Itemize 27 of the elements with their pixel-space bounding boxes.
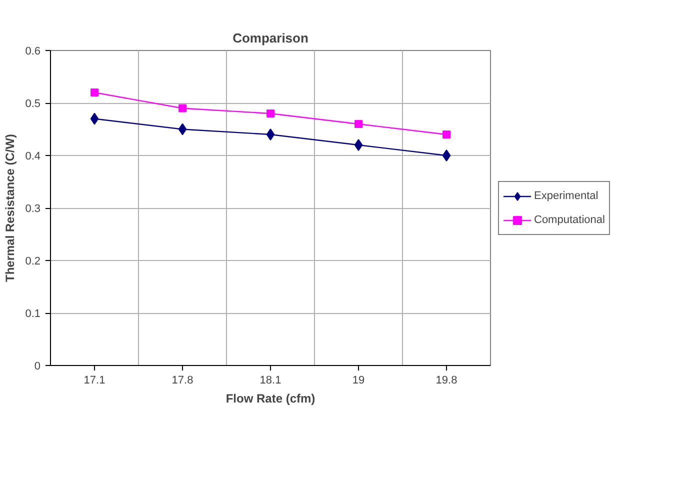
x-axis-title: Flow Rate (cfm) <box>226 392 316 406</box>
point <box>266 110 274 118</box>
point <box>442 130 450 138</box>
point <box>354 120 362 128</box>
y-tick-label: 0.4 <box>25 150 41 162</box>
chart-title: Comparison <box>232 30 308 46</box>
y-tick-label: 0.3 <box>25 203 41 215</box>
x-tick-label: 19 <box>352 374 365 386</box>
y-tick-label: 0.1 <box>25 308 41 320</box>
point <box>178 123 187 136</box>
y-axis-title: Thermal Resistance (C/W) <box>3 134 18 282</box>
point <box>442 150 451 162</box>
point <box>90 112 99 125</box>
point <box>178 104 186 112</box>
legend-label: Computational <box>534 214 605 226</box>
x-tick-label: 17.1 <box>84 374 106 386</box>
x-tick-label: 17.8 <box>172 374 194 386</box>
x-tick-label: 18.1 <box>260 374 282 386</box>
legend-label: Experimental <box>534 190 598 202</box>
point <box>266 128 275 140</box>
y-tick-label: 0 <box>34 360 41 372</box>
y-tick-label: 0.5 <box>25 98 41 110</box>
y-tick-label: 0.6 <box>25 46 41 58</box>
x-tick-label: 19.8 <box>436 374 458 386</box>
y-tick-label: 0.2 <box>25 256 41 268</box>
point <box>90 88 98 96</box>
point <box>354 139 363 151</box>
